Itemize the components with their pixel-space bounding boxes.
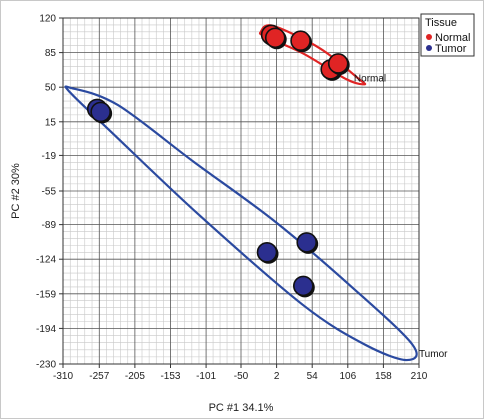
- x-tick-label: -257: [89, 371, 109, 382]
- y-axis-label: PC #2 30%: [10, 163, 22, 219]
- x-tick-label: -50: [234, 371, 249, 382]
- y-tick-label: -230: [36, 360, 56, 371]
- data-point-normal: [264, 27, 286, 49]
- x-tick-label: 106: [339, 371, 356, 382]
- data-points: [86, 24, 350, 298]
- legend: Tissue Normal Tumor: [420, 13, 475, 57]
- y-tick-label: -124: [36, 255, 56, 266]
- annotation-label: Normal: [354, 73, 386, 84]
- data-point-normal: [327, 53, 349, 74]
- x-tick-label: 210: [411, 371, 428, 382]
- x-tick-label: 54: [307, 371, 319, 382]
- x-tick-label: 158: [375, 371, 392, 382]
- x-axis-label: PC #1 34.1%: [209, 402, 274, 414]
- data-point-tumor: [292, 275, 314, 297]
- data-point-normal: [290, 30, 311, 52]
- y-tick-label: -89: [42, 220, 57, 231]
- x-tick-label: -153: [160, 371, 180, 382]
- data-point-tumor: [296, 232, 318, 253]
- x-axis-ticks: -310 -257 -205 -153 -101 -50 2 54 106 158 210: [53, 364, 428, 382]
- x-tick-label: -205: [125, 371, 145, 382]
- major-grid: [62, 17, 420, 365]
- legend-label-tumor: Tumor: [435, 43, 467, 55]
- legend-marker-tumor: [426, 45, 432, 51]
- legend-marker-normal: [426, 34, 432, 40]
- ellipse-tumor: [64, 85, 418, 362]
- legend-title: Tissue: [425, 17, 457, 29]
- y-axis-ticks: 120 85 50 15 -19 -55 -89 -124 -159 -194 -230: [36, 14, 63, 371]
- y-tick-label: -19: [42, 151, 57, 162]
- annotation-label: Tumor: [419, 349, 448, 360]
- legend-label-normal: Normal: [435, 32, 470, 44]
- y-tick-label: 120: [39, 14, 56, 25]
- y-tick-label: -55: [42, 187, 57, 198]
- x-tick-label: -310: [53, 371, 73, 382]
- y-tick-label: 15: [45, 117, 57, 128]
- x-tick-label: 2: [274, 371, 280, 382]
- y-tick-label: -194: [36, 324, 56, 335]
- x-tick-label: -101: [196, 371, 216, 382]
- ellipse-annotations: Normal Tumor: [354, 73, 448, 360]
- data-point-tumor: [90, 101, 111, 123]
- y-tick-label: -159: [36, 289, 56, 300]
- y-tick-label: 50: [45, 83, 57, 94]
- data-point-tumor: [256, 241, 278, 263]
- y-tick-label: 85: [45, 48, 57, 59]
